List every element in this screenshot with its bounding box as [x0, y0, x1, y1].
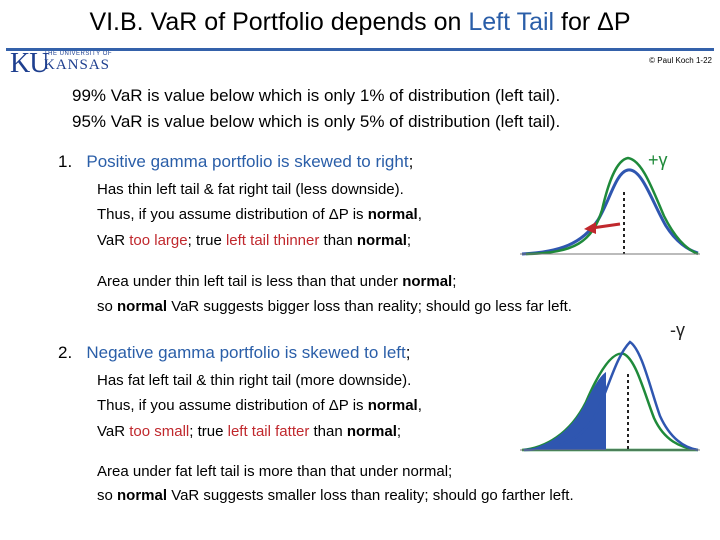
section2-number: 2.: [58, 343, 73, 362]
s2-l3-a: VaR: [97, 423, 130, 440]
section1-title-end: ;: [408, 152, 414, 171]
title-prefix: VI.B. Va: [89, 8, 180, 36]
section1-line-4: Area under thin left tail is less than t…: [97, 273, 456, 290]
s2-l3-normal: normal: [346, 423, 397, 440]
s2-l5-a: so: [97, 487, 118, 504]
s1-l2-c: ,: [417, 206, 422, 223]
s2-l5-normal: normal: [117, 487, 168, 504]
title-middle: R of Portfolio depends on: [179, 8, 469, 36]
s2-l3-too-small: too small: [129, 423, 190, 440]
s1-l4-c: ;: [452, 273, 457, 290]
red-arrow-shaft: [591, 222, 621, 230]
section2-title-end: ;: [405, 343, 411, 362]
section2-heading: 2. Negative gamma portfolio is skewed to…: [58, 343, 410, 363]
red-arrow-head: [584, 222, 596, 234]
positive-gamma-diagram: +γ: [520, 150, 700, 256]
s1-l3-a: VaR: [97, 232, 130, 249]
section2-title: Negative gamma portfolio is skewed to le…: [86, 343, 406, 362]
s1-l4-normal: normal: [402, 273, 453, 290]
section2-line-2: Thus, if you assume distribution of ΔP i…: [97, 397, 422, 414]
section2-line-1: Has fat left tail & thin right tail (mor…: [97, 372, 412, 389]
s1-l3-e: than: [319, 232, 357, 249]
skewed-curve: [521, 352, 699, 452]
ku-mark: KU: [10, 48, 49, 79]
s2-l5-c: VaR suggests smaller loss than reality; …: [167, 487, 574, 504]
logo-name: KANSAS: [44, 57, 111, 73]
s1-l3-too-large: too large: [129, 232, 188, 249]
header-rule: [6, 48, 714, 51]
s1-l2-a: Thus, if you assume distribution of ΔP i…: [97, 206, 368, 223]
section2-line-5: so normal VaR suggests smaller loss than…: [97, 487, 574, 504]
section1-line-5: so normal VaR suggests bigger loss than …: [97, 298, 572, 315]
intro-line-1: 99% VaR is value below which is only 1% …: [72, 86, 561, 105]
s1-l2-normal: normal: [367, 206, 418, 223]
credit-text: © Paul Koch 1-22: [649, 56, 712, 65]
section2-line-4: Area under fat left tail is more than th…: [97, 463, 453, 480]
section1-title: Positive gamma portfolio is skewed to ri…: [86, 152, 409, 171]
s2-l2-c: ,: [417, 397, 422, 414]
s1-l5-c: VaR suggests bigger loss than reality; s…: [167, 298, 572, 315]
s2-l2-normal: normal: [367, 397, 418, 414]
intro-line-2: 95% VaR is value below which is only 5% …: [72, 112, 561, 131]
negative-gamma-diagram: -γ: [520, 320, 700, 452]
skewed-curve: [525, 156, 699, 256]
section1-line-2: Thus, if you assume distribution of ΔP i…: [97, 206, 422, 223]
slide-title: VI.B. VaR of Portfolio depends on Left T…: [0, 8, 720, 37]
normal-curve: [523, 340, 699, 452]
s2-l2-a: Thus, if you assume distribution of ΔP i…: [97, 397, 368, 414]
s2-l3-e: than: [309, 423, 347, 440]
normal-curve: [521, 168, 699, 256]
section1-line-3: VaR too large; true left tail thinner th…: [97, 232, 411, 249]
ku-logo: KU THE UNIVERSITY OF KANSAS: [8, 48, 113, 79]
s2-l3-fatter: left tail fatter: [227, 423, 310, 440]
s1-l3-c: ; true: [187, 232, 226, 249]
minus-gamma-label: -γ: [670, 320, 685, 340]
section1-line-1: Has thin left tail & fat right tail (les…: [97, 181, 404, 198]
s2-l3-g: ;: [396, 423, 402, 440]
title-suffix: for ΔP: [554, 8, 631, 36]
s1-l3-normal: normal: [356, 232, 407, 249]
s1-l3-g: ;: [406, 232, 412, 249]
s1-l5-normal: normal: [117, 298, 168, 315]
section2-line-3: VaR too small; true left tail fatter tha…: [97, 423, 401, 440]
title-highlight: Left Tail: [468, 8, 555, 36]
s1-l4-a: Area under thin left tail is less than t…: [97, 273, 403, 290]
s1-l3-thinner: left tail thinner: [225, 232, 320, 249]
logo-subtitle: THE UNIVERSITY OF: [44, 51, 113, 57]
s1-l5-a: so: [97, 298, 118, 315]
section1-number: 1.: [58, 152, 73, 171]
s2-l3-c: ; true: [189, 423, 228, 440]
plus-gamma-label: +γ: [648, 150, 668, 170]
section1-heading: 1. Positive gamma portfolio is skewed to…: [58, 152, 413, 172]
